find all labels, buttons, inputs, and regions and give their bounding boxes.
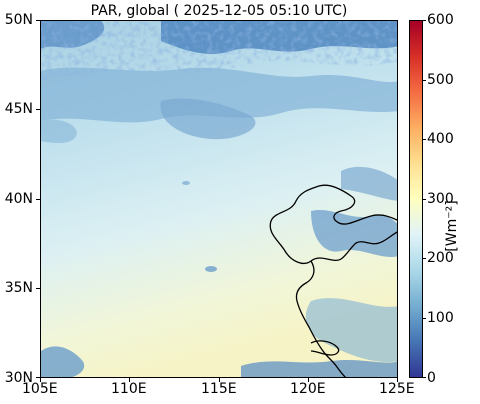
colorbar-tick-label: 200: [427, 250, 454, 266]
lon-tick-mark: [40, 378, 41, 382]
colorbar-tick-mark: [423, 199, 426, 200]
colorbar-tick-mark: [423, 377, 426, 378]
cloud-band-mid: [41, 67, 397, 123]
lon-tick-mark: [397, 378, 398, 382]
lon-tick-mark: [129, 378, 130, 382]
cloud-patch-center: [160, 98, 256, 140]
colorbar-tick-mark: [423, 20, 426, 21]
cloud-fleck: [205, 266, 217, 272]
cloud-streak-east: [311, 210, 397, 257]
colorbar-tick-mark: [423, 139, 426, 140]
colorbar-tick-mark: [423, 318, 426, 319]
colorbar-tick-label: 300: [427, 191, 454, 207]
lat-tick-label: 35N: [4, 280, 33, 296]
lat-tick-mark: [36, 20, 40, 21]
lat-tick-label: 30N: [4, 370, 33, 386]
lon-tick-mark: [219, 378, 220, 382]
colorbar-tick-label: 100: [427, 310, 454, 326]
lat-tick-mark: [36, 109, 40, 110]
lon-tick-label: 110E: [111, 381, 147, 397]
cloud-fleck: [182, 181, 190, 185]
colorbar-tick-label: 0: [427, 370, 436, 386]
colorbar-tick-label: 600: [427, 12, 454, 28]
colorbar-tick-label: 500: [427, 72, 454, 88]
lat-tick-mark: [36, 377, 40, 378]
lon-tick-mark: [308, 378, 309, 382]
lon-tick-label: 120E: [290, 381, 326, 397]
cloud-streak-east-2: [341, 166, 397, 201]
cloud-streak-se: [305, 298, 397, 362]
lat-tick-label: 45N: [4, 101, 33, 117]
lat-tick-label: 40N: [4, 191, 33, 207]
colorbar-tick-label: 400: [427, 131, 454, 147]
lat-tick-mark: [36, 288, 40, 289]
coastline: [295, 260, 346, 377]
colorbar: [409, 20, 423, 378]
coastline: [269, 184, 397, 265]
lon-tick-label: 125E: [379, 381, 415, 397]
cloud-patch-s: [241, 359, 397, 377]
map-title: PAR, global ( 2025-12-05 05:10 UTC): [90, 3, 348, 19]
cloud-patch-west: [41, 119, 77, 144]
par-field-image: [41, 21, 397, 377]
lon-tick-label: 115E: [201, 381, 237, 397]
cloud-patch-sw: [41, 346, 85, 377]
map-plot-area[interactable]: [40, 20, 398, 378]
colorbar-tick-mark: [423, 80, 426, 81]
coastline: [310, 340, 340, 356]
colorbar-unit-label: [Wm⁻²]: [444, 200, 460, 252]
lat-tick-label: 50N: [4, 12, 33, 28]
lon-tick-label: 105E: [22, 381, 58, 397]
lat-tick-mark: [36, 199, 40, 200]
colorbar-tick-mark: [423, 258, 426, 259]
